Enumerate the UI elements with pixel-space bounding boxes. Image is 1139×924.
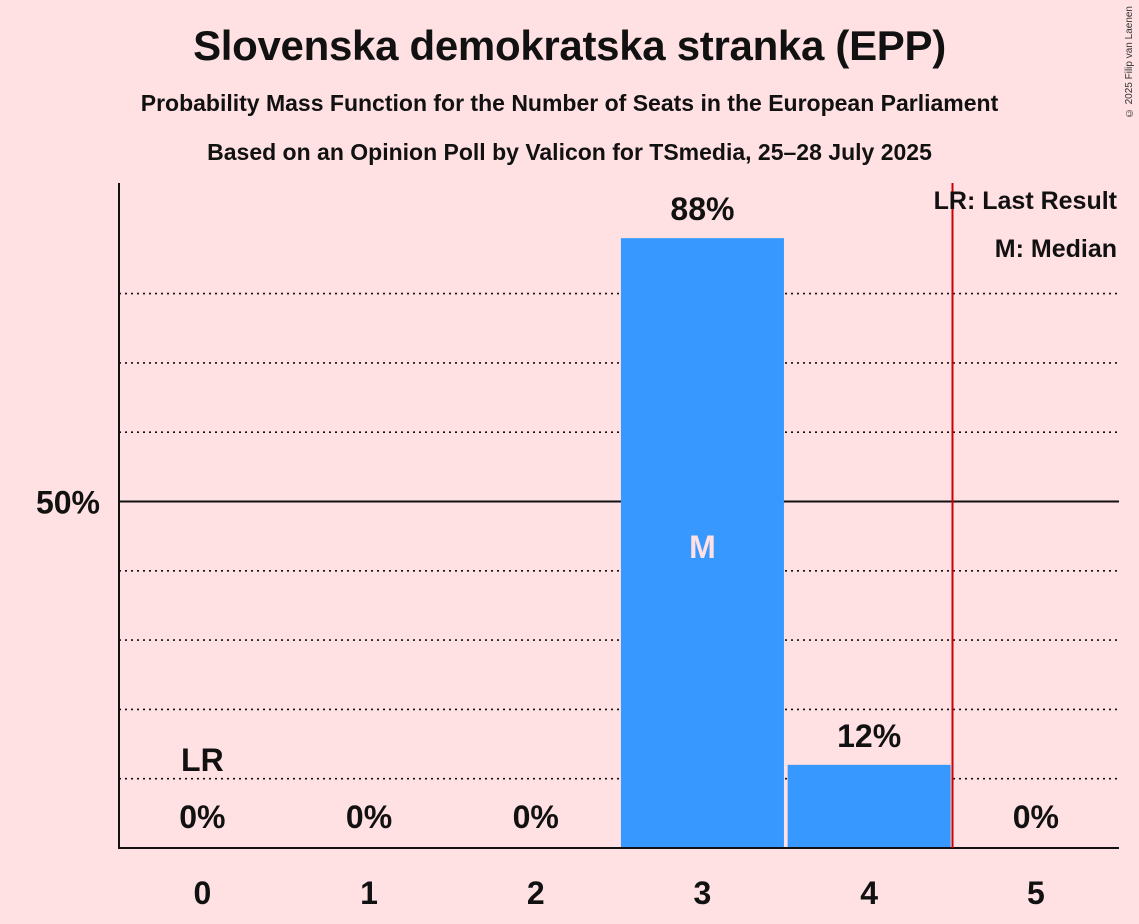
value-label: 0%	[179, 799, 225, 835]
chart-title: Slovenska demokratska stranka (EPP)	[193, 22, 946, 69]
legend-median: M: Median	[995, 235, 1117, 263]
last-result-marker: LR	[181, 742, 224, 778]
value-label: 0%	[1013, 799, 1059, 835]
chart-subtitle-source: Based on an Opinion Poll by Valicon for …	[207, 139, 932, 165]
value-label: 0%	[513, 799, 559, 835]
x-tick-label: 4	[860, 875, 878, 911]
x-tick-label: 2	[527, 875, 545, 911]
legend-last-result: LR: Last Result	[934, 187, 1118, 215]
y-tick-label: 50%	[36, 485, 100, 521]
bar	[787, 764, 951, 848]
x-tick-label: 1	[360, 875, 378, 911]
value-label: 12%	[837, 718, 901, 754]
x-tick-label: 0	[193, 875, 211, 911]
x-tick-label: 3	[694, 875, 712, 911]
median-marker: M	[689, 529, 716, 565]
value-label: 0%	[346, 799, 392, 835]
x-tick-label: 5	[1027, 875, 1045, 911]
value-label: 88%	[670, 191, 734, 227]
chart-subtitle: Probability Mass Function for the Number…	[140, 90, 999, 116]
bar	[620, 238, 784, 848]
